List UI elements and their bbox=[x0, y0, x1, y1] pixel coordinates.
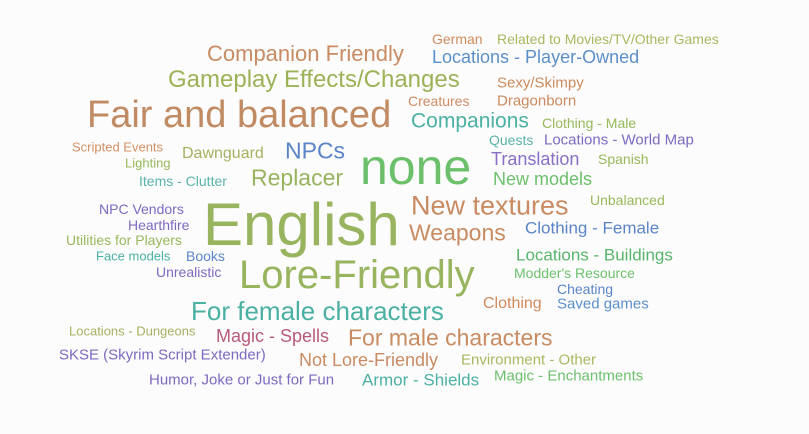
word-locations-world-map: Locations - World Map bbox=[544, 131, 694, 149]
word-companion-friendly: Companion Friendly bbox=[207, 41, 404, 66]
word-locations-buildings: Locations - Buildings bbox=[516, 245, 673, 265]
word-sexy-skimpy: Sexy/Skimpy bbox=[497, 74, 584, 92]
word-clothing-male: Clothing - Male bbox=[542, 115, 637, 131]
word-fair-and-balanced: Fair and balanced bbox=[87, 94, 392, 136]
word-saved-games: Saved games bbox=[557, 295, 649, 313]
word-not-lore-friendly: Not Lore-Friendly bbox=[299, 350, 439, 370]
word-dawnguard: Dawnguard bbox=[182, 145, 264, 162]
word-translation: Translation bbox=[491, 149, 580, 169]
word-utilities-for-players: Utilities for Players bbox=[66, 232, 182, 248]
word-items-clutter: Items - Clutter bbox=[139, 173, 227, 189]
word-german: German bbox=[432, 31, 483, 47]
word-humor-joke: Humor, Joke or Just for Fun bbox=[149, 371, 335, 389]
word-armor-shields: Armor - Shields bbox=[362, 370, 480, 390]
word-quests: Quests bbox=[489, 132, 534, 148]
word-gameplay-effects: Gameplay Effects/Changes bbox=[168, 66, 460, 93]
word-replacer: Replacer bbox=[251, 164, 344, 191]
word-locations-dungeons: Locations - Dungeons bbox=[69, 323, 196, 339]
word-spanish: Spanish bbox=[598, 151, 649, 167]
word-english: English bbox=[203, 191, 400, 258]
word-books: Books bbox=[186, 248, 225, 264]
word-face-models: Face models bbox=[96, 248, 171, 264]
word-modders-resource: Modder's Resource bbox=[514, 265, 635, 281]
word-unbalanced: Unbalanced bbox=[590, 192, 665, 208]
word-magic-enchantments: Magic - Enchantments bbox=[494, 367, 644, 385]
word-lighting: Lighting bbox=[125, 155, 171, 171]
word-magic-spells: Magic - Spells bbox=[216, 326, 330, 346]
word-skse: SKSE (Skyrim Script Extender) bbox=[59, 346, 266, 364]
word-for-male-characters: For male characters bbox=[348, 324, 553, 351]
word-companions: Companions bbox=[411, 109, 529, 133]
word-environment-other: Environment - Other bbox=[461, 351, 597, 369]
word-npcs: NPCs bbox=[285, 137, 346, 164]
word-cheating: Cheating bbox=[557, 281, 614, 297]
word-related-to-movies: Related to Movies/TV/Other Games bbox=[497, 31, 719, 47]
word-weapons: Weapons bbox=[409, 219, 506, 246]
word-none: none bbox=[360, 139, 472, 195]
word-unrealistic: Unrealistic bbox=[156, 264, 222, 280]
word-clothing-female: Clothing - Female bbox=[525, 218, 660, 238]
word-dragonborn: Dragonborn bbox=[497, 92, 577, 110]
word-scripted-events: Scripted Events bbox=[72, 139, 164, 155]
word-lore-friendly: Lore-Friendly bbox=[239, 253, 475, 297]
word-new-textures: New textures bbox=[411, 190, 569, 221]
word-new-models: New models bbox=[493, 169, 593, 189]
word-npc-vendors: NPC Vendors bbox=[99, 201, 184, 217]
word-clothing: Clothing bbox=[483, 295, 542, 312]
word-for-female-characters: For female characters bbox=[191, 296, 444, 326]
word-locations-player-owned: Locations - Player-Owned bbox=[432, 47, 640, 67]
word-creatures: Creatures bbox=[408, 93, 470, 109]
word-hearthfire: Hearthfire bbox=[128, 217, 190, 233]
